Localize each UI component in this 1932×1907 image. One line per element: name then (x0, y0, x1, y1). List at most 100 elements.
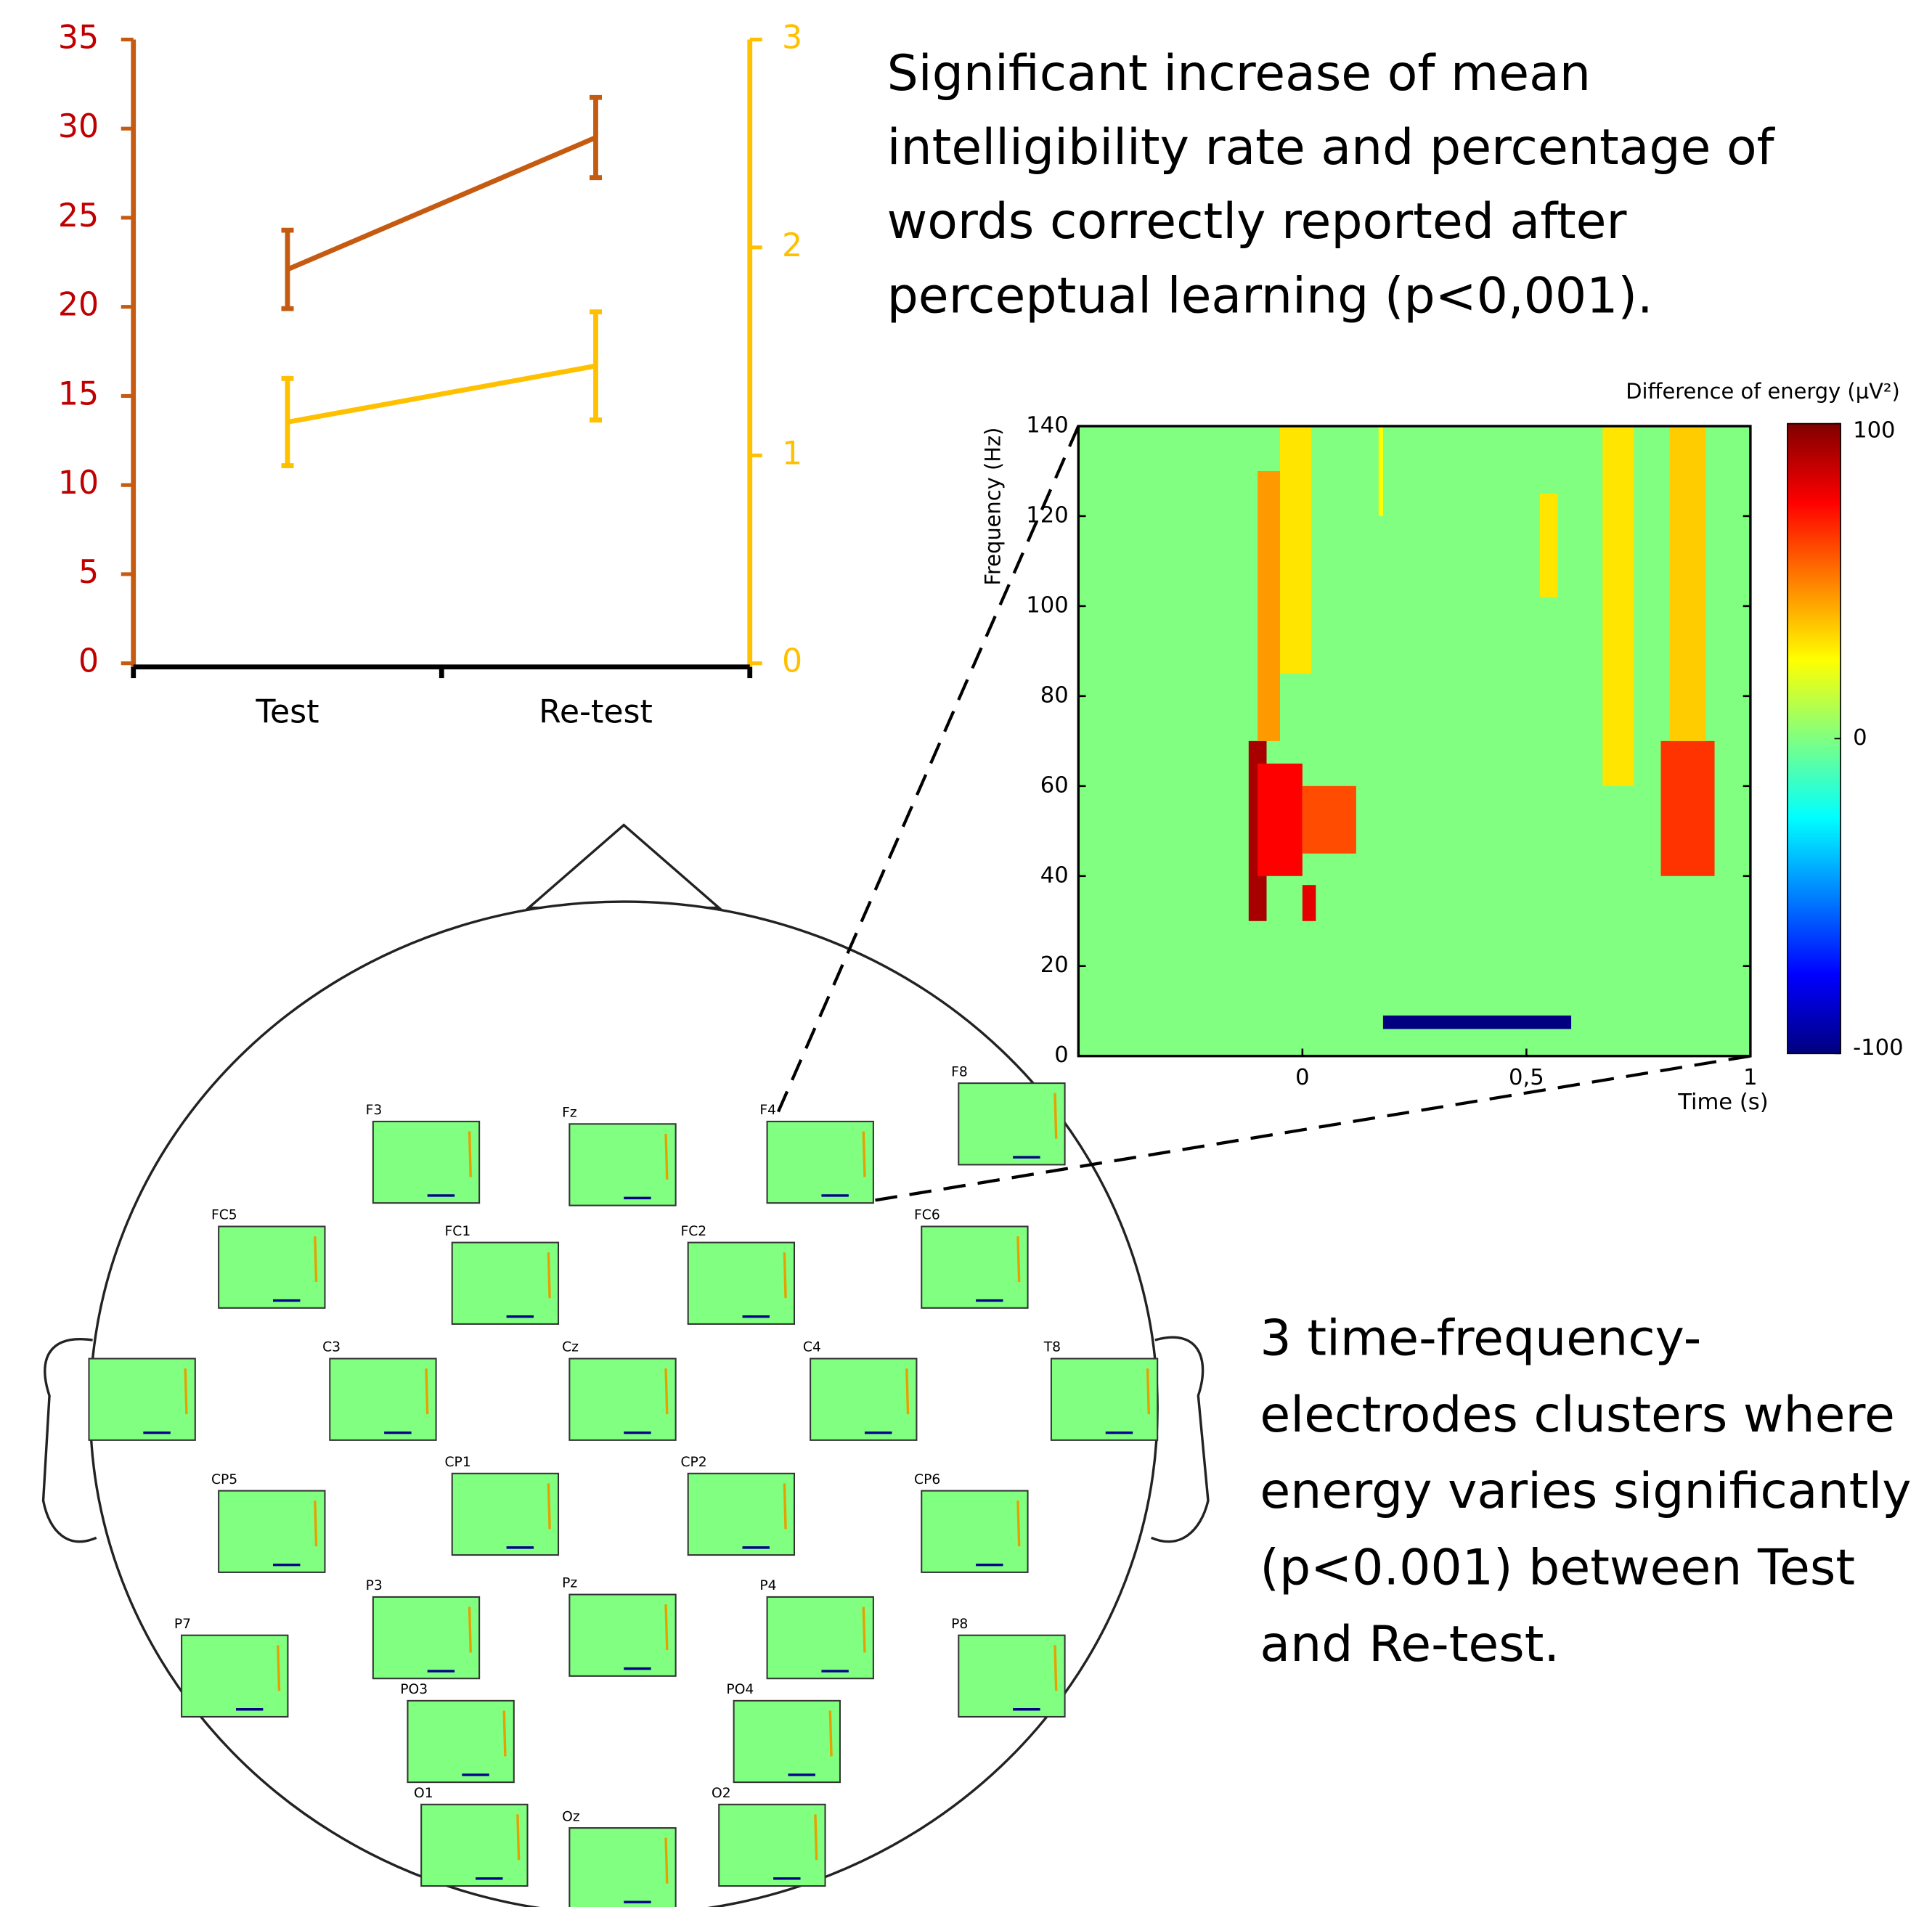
electrode-streak (666, 1604, 667, 1650)
electrode-label: P3 (366, 1578, 383, 1593)
electrode-streak (1055, 1645, 1056, 1691)
y-tick-label: 80 (1040, 682, 1069, 708)
annotation-line: (p<0.001) between Test (1260, 1540, 1855, 1597)
y-tick-label: 20 (58, 287, 99, 324)
colorbar-tick-label: 0 (1853, 725, 1867, 751)
electrode-streak (907, 1368, 908, 1414)
electrode-label: C3 (322, 1340, 341, 1355)
electrode-streak (863, 1607, 865, 1653)
y-tick-label: 35 (58, 19, 99, 56)
heat-spot (1383, 1016, 1571, 1029)
electrode-label: F3 (366, 1103, 383, 1118)
electrode-map (89, 1359, 195, 1440)
electrode-streak (666, 1838, 667, 1884)
electrode-map (182, 1636, 288, 1717)
electrode-map (767, 1597, 873, 1678)
y-tick-label: 10 (58, 465, 99, 502)
colorbar-label: Difference of energy (µV²) (1626, 379, 1899, 404)
electrode-label: F4 (759, 1103, 776, 1118)
electrode-streak (1018, 1236, 1019, 1282)
heat-spot (1258, 764, 1303, 876)
electrode-map (688, 1243, 794, 1324)
electrode-streak (666, 1134, 667, 1180)
y2-tick-label: 0 (782, 643, 802, 680)
heat-spot (1660, 741, 1714, 876)
heat-spot (1303, 786, 1356, 854)
heat-spot (1540, 494, 1558, 597)
annotation-line: energy varies significantly (1260, 1463, 1911, 1520)
y-tick-label: 20 (1040, 952, 1069, 978)
electrode-label: PO4 (726, 1682, 754, 1697)
electrode-map (921, 1491, 1027, 1572)
y-tick-label: 30 (58, 108, 99, 145)
electrode-label: T8 (1043, 1340, 1061, 1355)
electrode-streak (548, 1252, 550, 1298)
heat-spot (1379, 426, 1383, 516)
electrode-map (569, 1124, 675, 1205)
y-tick-label: 60 (1040, 772, 1069, 798)
electrode-map (921, 1227, 1027, 1308)
electrode-map (810, 1359, 916, 1440)
electrode-map (569, 1595, 675, 1676)
electrode-label: CP5 (211, 1472, 237, 1487)
electrode-map (452, 1474, 558, 1555)
x-tick-label: 1 (1743, 1065, 1757, 1090)
electrode-map (407, 1701, 513, 1782)
electrode-label: O2 (712, 1786, 731, 1801)
heat-spot (1303, 885, 1316, 921)
electrode-map (569, 1828, 675, 1907)
electrode-map (421, 1805, 527, 1886)
heat-spot (1280, 426, 1311, 674)
annotation-line: perceptual learning (p<0,001). (887, 267, 1653, 324)
electrode-label: FC2 (680, 1224, 706, 1239)
electrode-label: F8 (951, 1064, 968, 1079)
x-tick-label: Test (255, 693, 319, 730)
colorbar-tick-label: -100 (1853, 1035, 1903, 1061)
electrode-streak (278, 1645, 280, 1691)
y-tick-label: 100 (1026, 592, 1068, 618)
colorbar (1788, 424, 1841, 1054)
electrode-streak (784, 1483, 786, 1529)
electrode-streak (315, 1236, 317, 1282)
electrode-streak (1018, 1500, 1019, 1546)
y-tick-label: 120 (1026, 502, 1068, 528)
electrode-streak (784, 1252, 786, 1298)
y-tick-label: 15 (58, 375, 99, 412)
electrode-map (452, 1243, 558, 1324)
electrode-map (767, 1122, 873, 1203)
electrode-streak (426, 1368, 428, 1414)
electrode-streak (863, 1132, 865, 1177)
electrode-label: P4 (759, 1578, 776, 1593)
y-tick-label: 25 (58, 197, 99, 234)
heat-spot (1258, 471, 1280, 741)
y-axis-label: Frequency (Hz) (981, 428, 1006, 586)
electrode-label: Cz (562, 1340, 579, 1355)
annotation-line: and Re-test. (1260, 1616, 1560, 1673)
figure: 051015202530350123TestRe-test02040608010… (0, 0, 1932, 1907)
annotation-line: Significant increase of mean (887, 45, 1591, 102)
electrode-map (734, 1701, 840, 1782)
electrode-map (330, 1359, 436, 1440)
electrode-streak (1055, 1093, 1056, 1139)
x-tick-label: 0 (1295, 1065, 1309, 1090)
electrode-streak (548, 1483, 550, 1529)
heat-spot (1670, 426, 1705, 741)
annotation-line: intelligibility rate and percentage of (887, 119, 1776, 176)
annotation-line: 3 time-frequency- (1260, 1310, 1701, 1367)
annotation-line: words correctly reported after (887, 193, 1627, 250)
electrode-label: CP2 (680, 1455, 706, 1470)
colorbar-tick-label: 100 (1853, 417, 1895, 443)
electrode-map (569, 1359, 675, 1440)
electrode-label: FC5 (211, 1208, 237, 1223)
page: 051015202530350123TestRe-test02040608010… (0, 0, 1932, 1907)
electrode-streak (470, 1132, 471, 1177)
electrode-label: FC6 (914, 1208, 940, 1223)
electrode-streak (504, 1710, 505, 1756)
electrode-map (688, 1474, 794, 1555)
electrode-map (219, 1227, 325, 1308)
electrode-streak (185, 1368, 187, 1414)
electrode-streak (666, 1368, 667, 1414)
heat-spot (1602, 426, 1634, 786)
electrode-label: Fz (562, 1105, 577, 1120)
electrode-streak (315, 1500, 317, 1546)
